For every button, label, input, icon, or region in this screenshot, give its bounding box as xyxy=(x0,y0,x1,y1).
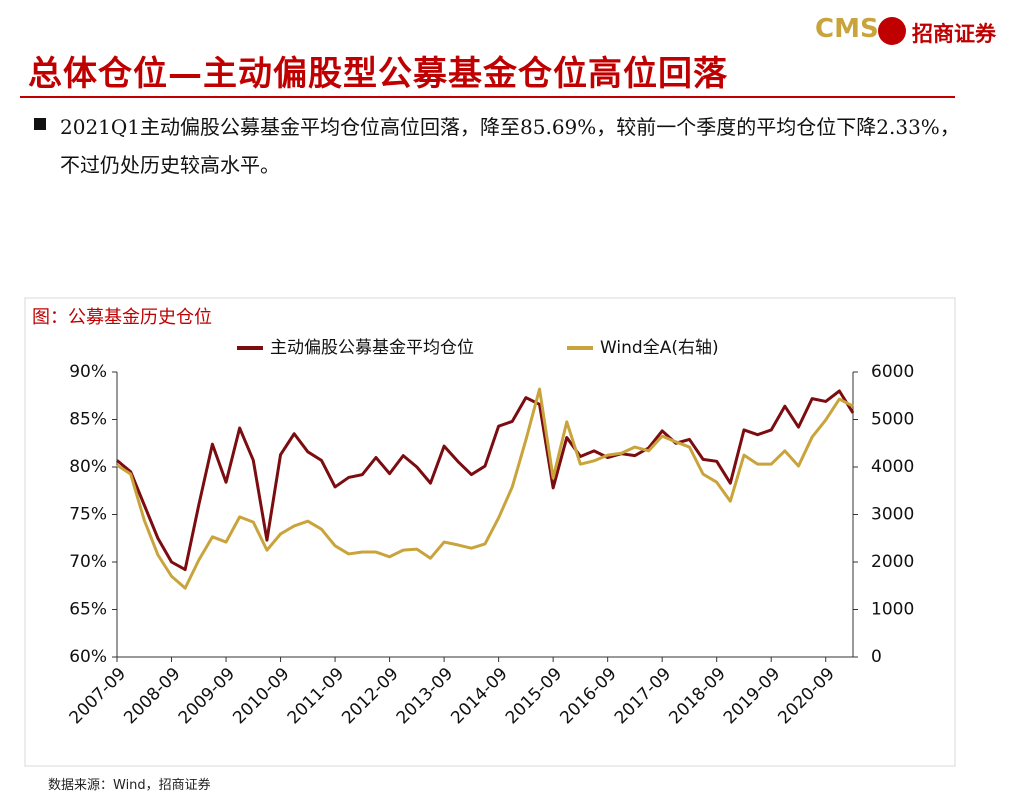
y-tick-label: 90% xyxy=(69,362,107,382)
y-tick-label: 75% xyxy=(69,505,107,525)
y-tick-label: 80% xyxy=(69,457,107,477)
bullet-mark xyxy=(34,118,46,130)
y2-tick-label: 2000 xyxy=(871,552,914,572)
y2-tick-label: 1000 xyxy=(871,600,914,620)
legend-label: 主动偏股公募基金平均仓位 xyxy=(270,338,474,358)
logo: CMS xyxy=(815,14,879,44)
brand: 招商证券 xyxy=(912,22,996,46)
y2-tick-label: 4000 xyxy=(871,457,914,477)
y-tick-label: 65% xyxy=(69,600,107,620)
y2-tick-label: 6000 xyxy=(871,362,914,382)
title-rule xyxy=(20,96,955,98)
legend-label: Wind全A(右轴) xyxy=(600,338,719,358)
bullet-text: 2021Q1主动偏股公募基金平均仓位高位回落，降至85.69%，较前一个季度的平… xyxy=(60,115,960,177)
y2-tick-label: 3000 xyxy=(871,505,914,525)
logo-icon xyxy=(878,17,906,45)
y2-tick-label: 0 xyxy=(871,647,882,667)
y-tick-label: 60% xyxy=(69,647,107,667)
y2-tick-label: 5000 xyxy=(871,410,914,430)
y-tick-label: 85% xyxy=(69,410,107,430)
chart-title: 图：公募基金历史仓位 xyxy=(32,307,212,328)
series-line xyxy=(116,387,854,590)
source: 数据来源：Wind，招商证券 xyxy=(48,778,211,793)
slide-title: 总体仓位—主动偏股型公募基金仓位高位回落 xyxy=(28,54,728,94)
series-line xyxy=(116,389,855,572)
y-tick-label: 70% xyxy=(69,552,107,572)
